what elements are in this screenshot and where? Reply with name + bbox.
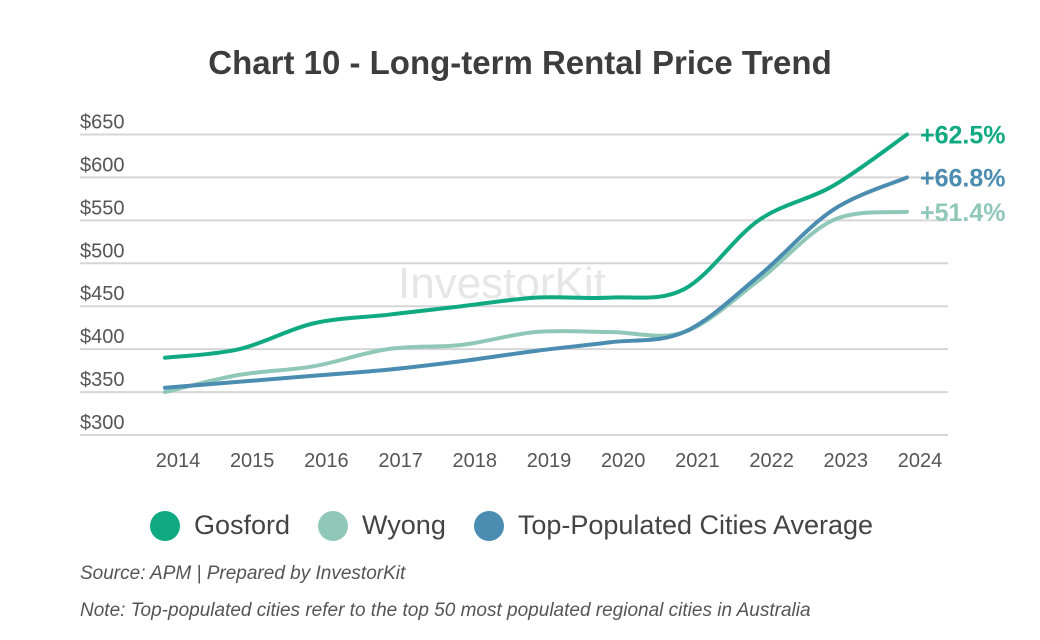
x-tick-label: 2020 [601,450,646,472]
legend-label: Gosford [194,510,291,540]
legend-swatch [473,510,504,541]
legend-label: Wyong [362,510,446,540]
x-tick-label: 2022 [749,450,794,472]
footnote: Note: Top-populated cities refer to the … [80,600,811,621]
x-tick-label: 2018 [453,450,498,472]
x-tick-label: 2021 [675,450,720,472]
x-tick-label: 2023 [824,450,869,472]
end-label: +62.5% [920,122,1006,150]
legend-label: Top-Populated Cities Average [517,510,874,540]
legend: Gosford Wyong Top-Populated Cities Average [150,510,873,541]
y-tick-label: $350 [80,369,125,391]
legend-swatch [318,510,349,541]
y-tick-label: $550 [80,197,125,219]
y-tick-label: $650 [80,112,125,134]
x-tick-label: 2017 [378,450,423,472]
legend-item: Gosford [150,510,290,541]
legend-item: Top-Populated Cities Average [473,510,874,541]
y-tick-label: $500 [80,240,125,262]
x-tick-label: 2024 [898,450,943,472]
series-line-gosford [163,132,909,360]
x-tick-label: 2016 [304,450,349,472]
y-tick-label: $400 [80,326,125,348]
x-tick-label: 2015 [230,450,275,472]
x-tick-label: 2019 [527,450,572,472]
legend-item: Wyong [318,510,446,541]
y-tick-label: $450 [80,283,125,305]
chart-title: Chart 10 - Long-term Rental Price Trend [208,44,832,81]
series-line-wyong [163,209,909,395]
x-tick-label: 2014 [156,450,201,472]
source-note: Source: APM | Prepared by InvestorKit [80,563,406,584]
y-tick-label: $300 [80,412,125,434]
y-tick-label: $600 [80,154,125,176]
end-label: +51.4% [920,199,1006,227]
end-label: +66.8% [920,164,1006,192]
legend-swatch [150,510,180,541]
series-line-top-populated-cities-average [163,175,909,390]
